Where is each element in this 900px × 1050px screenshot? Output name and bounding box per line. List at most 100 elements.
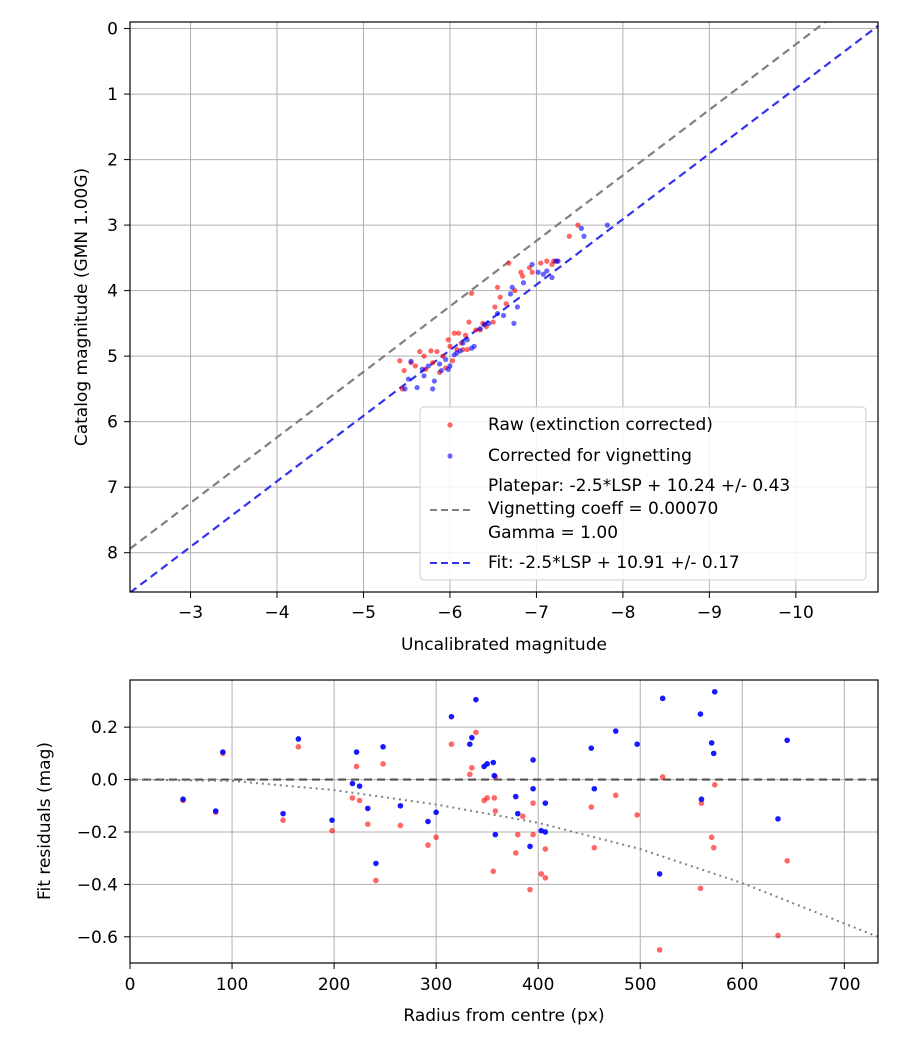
raw-data-point bbox=[434, 348, 440, 355]
legend-fit-label: Fit: -2.5*LSP + 10.91 +/- 0.17 bbox=[488, 553, 740, 573]
raw-residual-point bbox=[484, 795, 490, 801]
corrected-data-point bbox=[408, 358, 414, 364]
corrected-residual-point bbox=[484, 761, 490, 767]
corrected-data-point bbox=[535, 269, 541, 275]
top-legend: Raw (extinction corrected) Corrected for… bbox=[419, 406, 867, 581]
corrected-residual-point bbox=[349, 780, 356, 787]
corrected-data-point bbox=[481, 322, 488, 328]
corrected-residual-point bbox=[512, 793, 519, 800]
corrected-data-point bbox=[402, 386, 408, 392]
corrected-data-point bbox=[555, 258, 561, 264]
corrected-residual-point bbox=[356, 783, 363, 789]
corrected-residual-point bbox=[380, 744, 386, 750]
bottom-y-tick-label: −0.2 bbox=[77, 823, 118, 843]
corrected-residual-point bbox=[180, 796, 186, 803]
bottom-x-tick-label: 0 bbox=[125, 975, 136, 995]
top-y-axis-label: Catalog magnitude (GMN 1.00G) bbox=[72, 168, 92, 446]
raw-data-point bbox=[447, 343, 453, 349]
corrected-data-point bbox=[460, 340, 466, 346]
corrected-residual-point bbox=[591, 785, 598, 792]
corrected-data-point bbox=[414, 384, 420, 391]
bottom-y-tick-label: −0.4 bbox=[77, 875, 118, 895]
raw-data-point bbox=[468, 290, 475, 296]
corrected-residual-point bbox=[373, 860, 379, 867]
bottom-x-axis-label: Radius from centre (px) bbox=[403, 1006, 604, 1026]
raw-data-point bbox=[492, 304, 498, 310]
legend-raw-label: Raw (extinction corrected) bbox=[488, 415, 713, 435]
corrected-residual-point bbox=[397, 802, 404, 809]
corrected-data-point bbox=[520, 280, 527, 286]
raw-residual-point bbox=[634, 812, 640, 818]
corrected-residual-point bbox=[448, 713, 455, 720]
raw-data-point bbox=[544, 258, 550, 264]
raw-data-point bbox=[417, 348, 423, 355]
legend-vignetting-label: Vignetting coeff = 0.00070 bbox=[488, 499, 718, 519]
top-chart: −3 −4 −5 −6 −7 −8 −9 −10 0 1 2 3 4 5 6 7 8 Uncalibrated… bbox=[72, 20, 879, 655]
bottom-y-tick-label: 0.0 bbox=[91, 771, 118, 791]
corrected-data-point bbox=[500, 312, 507, 319]
raw-residual-point bbox=[364, 821, 371, 827]
bottom-y-axis-label: Fit residuals (mag) bbox=[35, 742, 55, 900]
raw-residual-point bbox=[656, 947, 663, 953]
corrected-data-point bbox=[471, 343, 477, 349]
corrected-data-point bbox=[514, 304, 521, 310]
raw-data-point bbox=[401, 367, 407, 374]
corrected-data-point bbox=[540, 271, 546, 277]
corrected-residual-point bbox=[492, 831, 499, 838]
raw-residual-point bbox=[349, 795, 356, 801]
bottom-x-tick-label: 500 bbox=[624, 975, 656, 995]
top-y-tick-label: 7 bbox=[107, 478, 118, 498]
bottom-plot-frame bbox=[129, 679, 879, 964]
corrected-residual-point bbox=[433, 809, 439, 816]
raw-data-point bbox=[451, 330, 457, 336]
corrected-residual-point bbox=[469, 734, 475, 741]
top-x-tick-label: −4 bbox=[264, 603, 289, 623]
raw-residual-point bbox=[775, 932, 781, 939]
raw-data-point bbox=[428, 348, 434, 354]
raw-data-point bbox=[506, 260, 512, 266]
corrected-residual-point bbox=[530, 757, 536, 763]
corrected-residual-point bbox=[364, 805, 371, 812]
corrected-residual-point bbox=[467, 741, 473, 747]
corrected-residual-point bbox=[542, 829, 549, 835]
raw-residual-point bbox=[433, 834, 439, 841]
legend-platepar-label: Platepar: -2.5*LSP + 10.24 +/- 0.43 bbox=[488, 476, 790, 496]
corrected-residual-point bbox=[212, 808, 219, 814]
corrected-residual-point bbox=[697, 711, 704, 717]
corrected-residual-point bbox=[542, 800, 549, 806]
corrected-residual-point bbox=[490, 759, 497, 766]
corrected-data-point bbox=[425, 363, 431, 369]
legend-gamma-label: Gamma = 1.00 bbox=[488, 523, 618, 543]
top-y-ticks: 0 1 2 3 4 5 6 7 8 bbox=[107, 20, 130, 564]
corrected-residual-point bbox=[784, 737, 790, 744]
bottom-x-tick-label: 600 bbox=[726, 975, 758, 995]
raw-data-point bbox=[566, 233, 572, 239]
raw-residual-point bbox=[698, 800, 705, 806]
corrected-residual-point bbox=[425, 818, 431, 825]
top-y-tick-label: 5 bbox=[107, 347, 118, 367]
legend-raw-marker bbox=[447, 422, 453, 428]
bottom-chart: 0 100 200 300 400 500 600 700 0.2 0.0 −0.2 −0.4 −0.… bbox=[35, 679, 879, 1026]
top-y-tick-label: 1 bbox=[107, 85, 118, 105]
corrected-residual-point bbox=[710, 750, 717, 757]
raw-residual-point bbox=[448, 741, 455, 747]
corrected-residual-point bbox=[656, 871, 663, 877]
corrected-data-point bbox=[431, 378, 437, 384]
raw-residual-point bbox=[697, 885, 704, 892]
top-x-tick-label: −10 bbox=[778, 603, 814, 623]
top-x-axis-label: Uncalibrated magnitude bbox=[401, 635, 607, 655]
raw-data-point bbox=[494, 284, 501, 290]
corrected-residual-point bbox=[530, 785, 536, 792]
corrected-data-point bbox=[421, 373, 427, 379]
corrected-data-point bbox=[477, 326, 483, 332]
raw-data-point bbox=[575, 222, 581, 228]
corrected-residual-point bbox=[491, 772, 498, 779]
raw-data-point bbox=[456, 330, 462, 336]
raw-residual-point bbox=[708, 834, 715, 841]
raw-data-point bbox=[421, 353, 427, 359]
corrected-data-point bbox=[405, 376, 412, 382]
bottom-x-ticks: 0 100 200 300 400 500 600 700 bbox=[125, 963, 861, 995]
corrected-data-point bbox=[438, 367, 444, 374]
raw-residual-point bbox=[490, 868, 497, 875]
